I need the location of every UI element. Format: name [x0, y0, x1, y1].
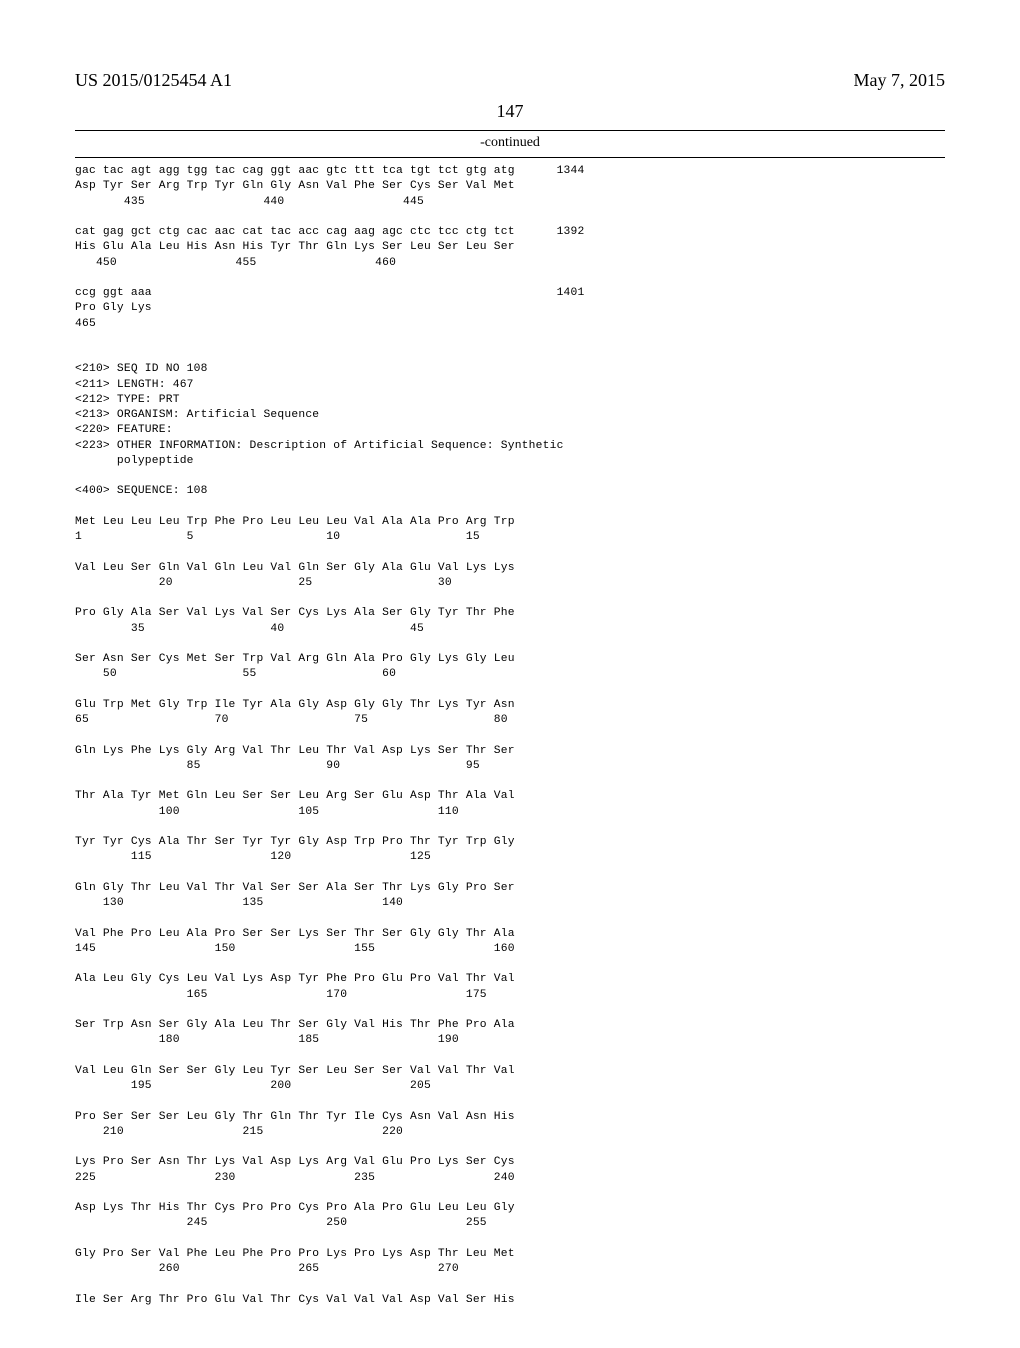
- publication-date: May 7, 2015: [854, 70, 946, 91]
- sequence-listing: gac tac agt agg tgg tac cag ggt aac gtc …: [75, 164, 945, 1308]
- top-rule: [75, 130, 945, 131]
- patent-number: US 2015/0125454 A1: [75, 70, 232, 91]
- sub-rule: [75, 157, 945, 158]
- page-number: 147: [75, 101, 945, 122]
- continued-label: -continued: [75, 135, 945, 151]
